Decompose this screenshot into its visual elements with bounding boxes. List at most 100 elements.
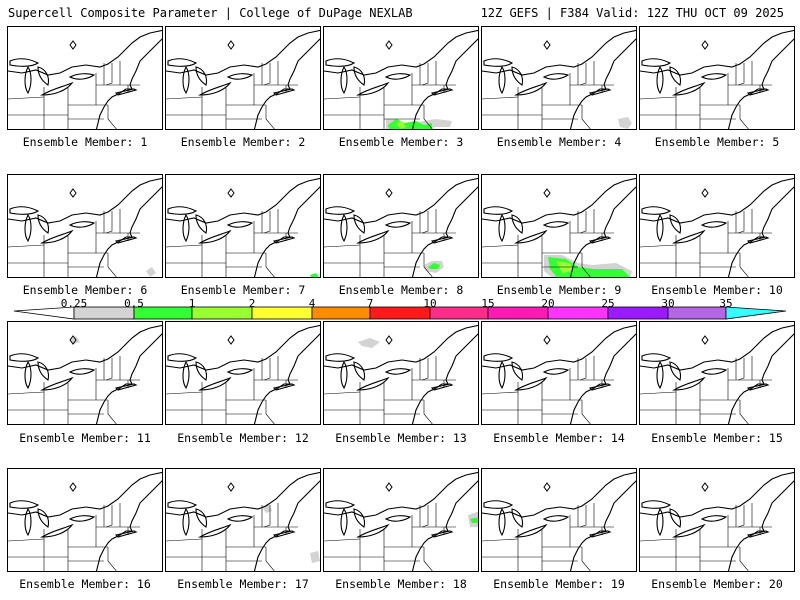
coastline	[9, 353, 40, 362]
coastline	[324, 177, 478, 224]
station-marker-icon	[227, 188, 235, 198]
basemap	[482, 29, 636, 129]
coastline	[340, 360, 348, 390]
coastline	[226, 221, 254, 228]
scp-shaded-area	[358, 338, 380, 348]
coastline	[641, 500, 672, 509]
coastline	[430, 530, 454, 538]
coastline	[324, 29, 478, 76]
coastline	[272, 236, 296, 244]
coastline	[384, 221, 412, 228]
coastline	[700, 221, 728, 228]
coastline	[356, 81, 390, 96]
coastline	[40, 376, 74, 391]
coastline	[482, 29, 636, 76]
coastline	[656, 65, 664, 95]
coastline	[430, 88, 454, 96]
coastline	[640, 471, 794, 518]
coastline	[166, 177, 320, 224]
colorbar-max-arrow	[725, 306, 787, 320]
ensemble-member-label: Ensemble Member: 5	[654, 135, 780, 149]
state-border	[739, 400, 749, 424]
coastline	[324, 324, 478, 371]
coastline	[166, 29, 320, 76]
state-border	[640, 96, 677, 100]
colorbar-tick-label: 30	[661, 297, 675, 310]
coastline	[68, 515, 96, 522]
coastline	[542, 73, 570, 80]
ensemble-member-map	[481, 26, 637, 130]
coastline	[483, 58, 514, 67]
state-border	[421, 505, 429, 528]
station-marker-icon	[69, 482, 77, 492]
coastline	[182, 507, 190, 537]
scp-shaded-area	[70, 336, 80, 344]
coastline	[353, 66, 366, 86]
state-border	[324, 244, 361, 248]
state-border	[737, 358, 745, 381]
ensemble-member-label: Ensemble Member: 3	[338, 135, 464, 149]
ensemble-member-label: Ensemble Member: 4	[496, 135, 622, 149]
coastline	[37, 508, 50, 528]
basemap	[482, 471, 636, 571]
state-border	[482, 538, 519, 542]
coastline	[40, 523, 74, 538]
coastline	[68, 368, 96, 375]
state-border	[263, 505, 271, 528]
station-marker-icon	[69, 188, 77, 198]
coastline	[483, 500, 514, 509]
coastline	[483, 206, 514, 215]
colorbar-tick-label: 2	[248, 297, 256, 310]
coastline	[68, 73, 96, 80]
coastline	[8, 177, 162, 224]
coastline	[24, 213, 32, 243]
ensemble-member-map	[165, 468, 321, 572]
ensemble-member-label: Ensemble Member: 11	[19, 431, 151, 445]
coastline	[672, 229, 706, 244]
coastline	[569, 186, 636, 277]
coastline	[9, 58, 40, 67]
coastline	[430, 383, 454, 391]
coastline	[182, 360, 190, 390]
coastline	[511, 361, 524, 381]
coastline	[95, 38, 162, 129]
coastline	[195, 508, 208, 528]
coastline	[198, 376, 232, 391]
state-border	[739, 253, 749, 277]
state-border	[581, 105, 591, 129]
state-border	[423, 547, 433, 571]
coastline	[384, 368, 412, 375]
state-border	[421, 211, 429, 234]
coastline	[672, 376, 706, 391]
coastline	[411, 333, 478, 424]
state-border	[8, 538, 45, 542]
ensemble-member-label: Ensemble Member: 10	[651, 283, 783, 297]
coastline	[411, 480, 478, 571]
ensemble-member-map	[165, 26, 321, 130]
state-border	[581, 400, 591, 424]
coastline	[700, 368, 728, 375]
scp-shaded-area	[310, 273, 319, 277]
state-border	[482, 244, 519, 248]
coastline	[167, 500, 198, 509]
coastline	[253, 333, 320, 424]
state-border	[324, 391, 361, 395]
coastline	[656, 213, 664, 243]
basemap	[166, 324, 320, 424]
colorbar-segment	[547, 306, 609, 320]
coastline	[68, 221, 96, 228]
coastline	[498, 65, 506, 95]
coastline	[498, 213, 506, 243]
state-border	[737, 63, 745, 86]
basemap	[8, 324, 162, 424]
coastline	[325, 500, 356, 509]
ensemble-member-label: Ensemble Member: 8	[338, 283, 464, 297]
coastline	[482, 471, 636, 518]
coastline	[640, 324, 794, 371]
state-border	[105, 505, 113, 528]
state-border	[737, 505, 745, 528]
coastline	[325, 353, 356, 362]
coastline	[182, 65, 190, 95]
station-marker-icon	[227, 40, 235, 50]
ensemble-member-map	[165, 174, 321, 278]
